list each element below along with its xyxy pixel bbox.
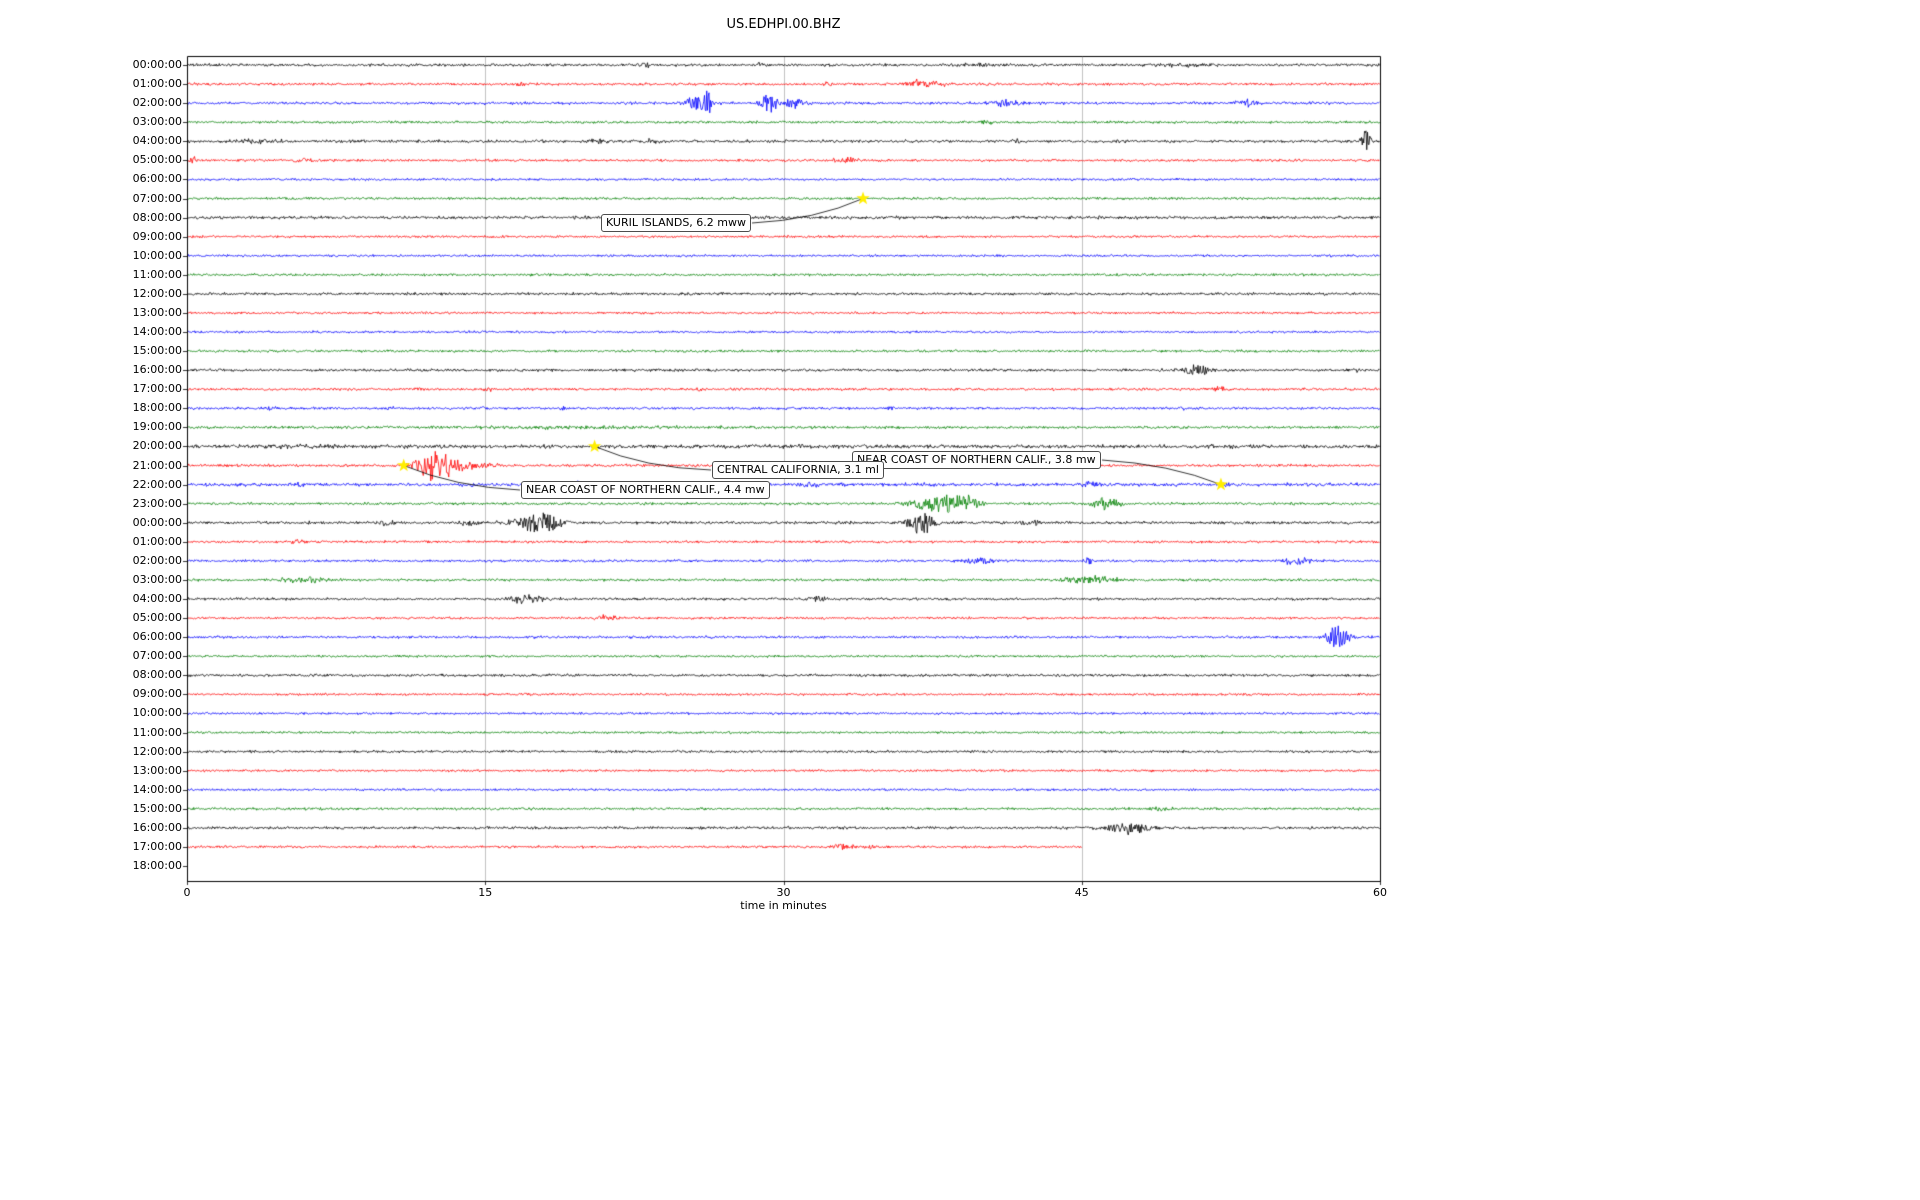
y-tick-label: 16:00:00	[132, 820, 182, 834]
y-tick-label: 03:00:00	[132, 572, 182, 586]
x-tick-label: 15	[478, 886, 493, 899]
y-tick-label: 15:00:00	[132, 344, 182, 358]
x-axis-label: time in minutes	[740, 899, 827, 912]
y-tick-label: 09:00:00	[132, 687, 182, 701]
y-tick-label: 03:00:00	[132, 115, 182, 129]
y-tick-label: 06:00:00	[132, 172, 182, 186]
y-tick-label: 10:00:00	[132, 706, 182, 720]
y-tick-label: 00:00:00	[132, 515, 182, 529]
y-tick-label: 15:00:00	[132, 801, 182, 815]
y-tick-label: 09:00:00	[132, 229, 182, 243]
y-tick-label: 02:00:00	[132, 553, 182, 567]
y-tick-label: 23:00:00	[132, 496, 182, 510]
y-tick-label: 12:00:00	[132, 744, 182, 758]
y-tick-label: 02:00:00	[132, 96, 182, 110]
y-tick-label: 16:00:00	[132, 363, 182, 377]
y-tick-label: 05:00:00	[132, 153, 182, 167]
y-tick-label: 08:00:00	[132, 668, 182, 682]
y-tick-label: 04:00:00	[132, 134, 182, 148]
plot-title: US.EDHPI.00.BHZ	[726, 17, 841, 32]
y-tick-label: 01:00:00	[132, 534, 182, 548]
y-tick-label: 18:00:00	[132, 859, 182, 872]
y-tick-label: 11:00:00	[132, 725, 182, 739]
y-tick-label: 13:00:00	[132, 763, 182, 777]
y-tick-label: 21:00:00	[132, 458, 182, 472]
y-tick-label: 10:00:00	[132, 248, 182, 262]
y-tick-label: 07:00:00	[132, 191, 182, 205]
y-tick-label: 05:00:00	[132, 611, 182, 625]
x-tick-label: 60	[1373, 886, 1387, 899]
y-tick-label: 20:00:00	[132, 439, 182, 453]
y-tick-label: 04:00:00	[132, 592, 182, 605]
y-tick-label: 11:00:00	[132, 267, 182, 281]
y-tick-label: 00:00:00	[132, 58, 182, 71]
y-tick-label: 17:00:00	[132, 382, 182, 396]
y-tick-label: 22:00:00	[132, 477, 182, 491]
y-tick-label: 01:00:00	[132, 77, 182, 91]
y-tick-label: 18:00:00	[132, 401, 182, 415]
y-tick-label: 08:00:00	[132, 210, 182, 224]
y-tick-label: 13:00:00	[132, 305, 182, 319]
event-annotation-near-coast-38: NEAR COAST OF NORTHERN CALIF., 3.8 mw	[852, 451, 1101, 469]
event-annotation-near-coast-44: NEAR COAST OF NORTHERN CALIF., 4.4 mw	[521, 481, 770, 499]
y-tick-label: 07:00:00	[132, 649, 182, 663]
y-tick-label: 19:00:00	[132, 420, 182, 434]
y-tick-label: 17:00:00	[132, 839, 182, 853]
x-tick-label: 45	[1074, 886, 1089, 899]
x-tick-label: 0	[183, 886, 191, 899]
y-tick-label: 06:00:00	[132, 630, 182, 644]
y-tick-label: 12:00:00	[132, 286, 182, 300]
event-annotation-central-california: CENTRAL CALIFORNIA, 3.1 ml	[712, 461, 884, 479]
y-tick-label: 14:00:00	[132, 325, 182, 338]
y-tick-label: 14:00:00	[132, 782, 182, 796]
event-annotation-kuril-islands: KURIL ISLANDS, 6.2 mww	[601, 214, 751, 232]
x-tick-label: 30	[776, 886, 791, 899]
